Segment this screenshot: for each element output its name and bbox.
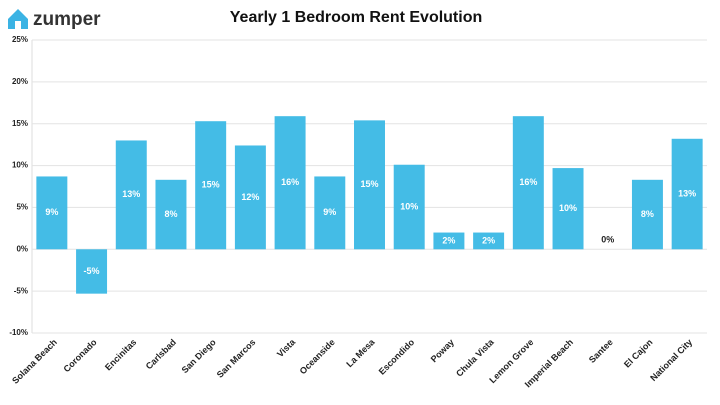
- x-tick-label: Oceanside: [298, 337, 337, 376]
- bar: [195, 121, 227, 250]
- logo-door: [15, 21, 21, 29]
- value-label: 10%: [400, 201, 418, 211]
- logo: zumper: [8, 9, 101, 30]
- value-label: 13%: [678, 188, 696, 198]
- x-tick-label: Vista: [275, 336, 298, 359]
- logo-text: zumper: [33, 9, 101, 30]
- bar: [36, 176, 68, 250]
- bar: [512, 116, 544, 250]
- value-label: 13%: [122, 189, 140, 199]
- y-tick-label: 25%: [12, 35, 28, 44]
- y-tick-label: 10%: [12, 161, 28, 170]
- logo-icon: [8, 9, 28, 29]
- x-tick-label: National City: [648, 337, 694, 383]
- bar: [631, 179, 663, 250]
- value-label: 16%: [519, 177, 537, 187]
- x-tick-label: Coronado: [62, 337, 99, 374]
- value-label: 2%: [482, 235, 495, 245]
- bar: [274, 116, 306, 250]
- value-label: 12%: [241, 192, 259, 202]
- value-label: 15%: [360, 179, 378, 189]
- value-label: 9%: [323, 207, 336, 217]
- x-tick-label: El Cajon: [622, 337, 655, 370]
- x-tick-label: Santee: [587, 337, 615, 365]
- bar: [234, 145, 266, 250]
- bar: [552, 168, 584, 250]
- bar: [354, 120, 385, 250]
- bar: [473, 232, 505, 250]
- value-label: 2%: [442, 235, 455, 245]
- x-tick-label: La Mesa: [344, 336, 377, 369]
- x-tick-label: Carlsbad: [144, 337, 178, 371]
- value-label: -5%: [84, 266, 100, 276]
- y-tick-label: -10%: [9, 328, 28, 337]
- x-tick-label: San Diego: [180, 337, 219, 376]
- y-tick-label: 0%: [16, 244, 28, 253]
- value-label: 8%: [164, 209, 177, 219]
- x-tick-label: Solana Beach: [10, 337, 59, 386]
- y-tick-label: 20%: [12, 77, 28, 86]
- bar: [76, 249, 108, 294]
- value-label: 0%: [601, 235, 614, 245]
- value-label: 9%: [45, 207, 58, 217]
- bar: [115, 140, 147, 250]
- bar: [155, 179, 187, 250]
- value-label: 10%: [559, 203, 577, 213]
- value-label: 8%: [641, 209, 654, 219]
- y-tick-label: 15%: [12, 119, 28, 128]
- x-tick-label: Poway: [429, 337, 456, 364]
- x-tick-label: Encinitas: [103, 337, 138, 372]
- bar: [433, 232, 465, 250]
- value-label: 16%: [281, 177, 299, 187]
- bar: [314, 176, 346, 250]
- value-label: 15%: [202, 180, 220, 190]
- y-tick-label: -5%: [14, 286, 28, 295]
- x-tick-label: San Marcos: [215, 337, 258, 380]
- bar: [393, 164, 425, 250]
- bar: [671, 138, 703, 250]
- chart-title: Yearly 1 Bedroom Rent Evolution: [230, 9, 483, 26]
- x-tick-label: Chula Vista: [454, 336, 496, 378]
- x-tick-label: Escondido: [377, 337, 417, 377]
- y-tick-label: 5%: [16, 203, 28, 212]
